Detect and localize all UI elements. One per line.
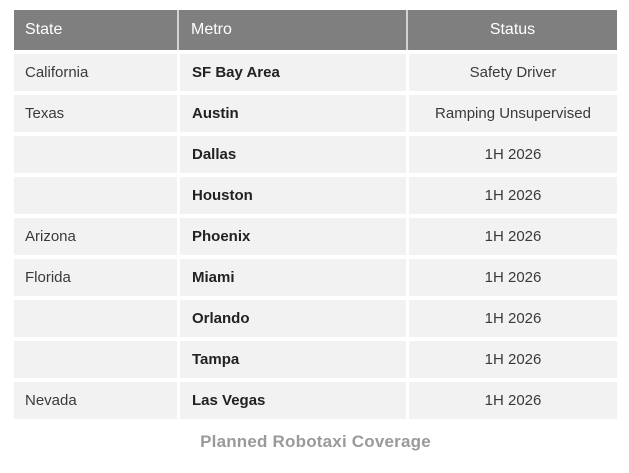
table-row: Dallas 1H 2026 bbox=[14, 136, 617, 173]
column-header-metro: Metro bbox=[177, 10, 406, 50]
cell-state: California bbox=[25, 64, 89, 81]
cell-status: 1H 2026 bbox=[406, 218, 617, 255]
cell-state bbox=[14, 136, 177, 173]
cell-status: 1H 2026 bbox=[406, 136, 617, 173]
column-header-status: Status bbox=[406, 10, 617, 50]
coverage-table: State Metro Status California SF Bay Area… bbox=[14, 10, 617, 423]
cell-status: Safety Driver bbox=[406, 54, 617, 91]
cell-state: Florida bbox=[25, 269, 71, 286]
cell-status: 1H 2026 bbox=[406, 382, 617, 419]
table-row: Florida Miami 1H 2026 bbox=[14, 259, 617, 296]
cell-state bbox=[14, 300, 177, 337]
table-row: Nevada Las Vegas 1H 2026 bbox=[14, 382, 617, 419]
cell-state bbox=[14, 177, 177, 214]
column-header-state: State bbox=[25, 21, 63, 38]
cell-metro: SF Bay Area bbox=[177, 54, 406, 91]
cell-metro: Austin bbox=[177, 95, 406, 132]
cell-metro: Tampa bbox=[177, 341, 406, 378]
table-row: Tampa 1H 2026 bbox=[14, 341, 617, 378]
cell-state bbox=[14, 341, 177, 378]
cell-status: 1H 2026 bbox=[406, 341, 617, 378]
table-row: Arizona Phoenix 1H 2026 bbox=[14, 218, 617, 255]
cell-metro: Houston bbox=[177, 177, 406, 214]
table-row: California SF Bay Area Safety Driver bbox=[14, 54, 617, 91]
cell-status: 1H 2026 bbox=[406, 259, 617, 296]
cell-state: Nevada bbox=[25, 392, 77, 409]
cell-state: Texas bbox=[25, 105, 65, 122]
cell-metro: Las Vegas bbox=[177, 382, 406, 419]
table-row: Texas Austin Ramping Unsupervised bbox=[14, 95, 617, 132]
table-caption: Planned Robotaxi Coverage bbox=[200, 432, 431, 451]
cell-metro: Orlando bbox=[177, 300, 406, 337]
cell-metro: Phoenix bbox=[177, 218, 406, 255]
cell-metro: Dallas bbox=[177, 136, 406, 173]
cell-metro: Miami bbox=[177, 259, 406, 296]
cell-state: Arizona bbox=[25, 228, 76, 245]
cell-status: 1H 2026 bbox=[406, 300, 617, 337]
table-body: California SF Bay Area Safety Driver Texas A… bbox=[14, 54, 617, 419]
table-row: Houston 1H 2026 bbox=[14, 177, 617, 214]
cell-status: Ramping Unsupervised bbox=[406, 95, 617, 132]
table-row: Orlando 1H 2026 bbox=[14, 300, 617, 337]
table-header-row: State Metro Status bbox=[14, 10, 617, 50]
cell-status: 1H 2026 bbox=[406, 177, 617, 214]
